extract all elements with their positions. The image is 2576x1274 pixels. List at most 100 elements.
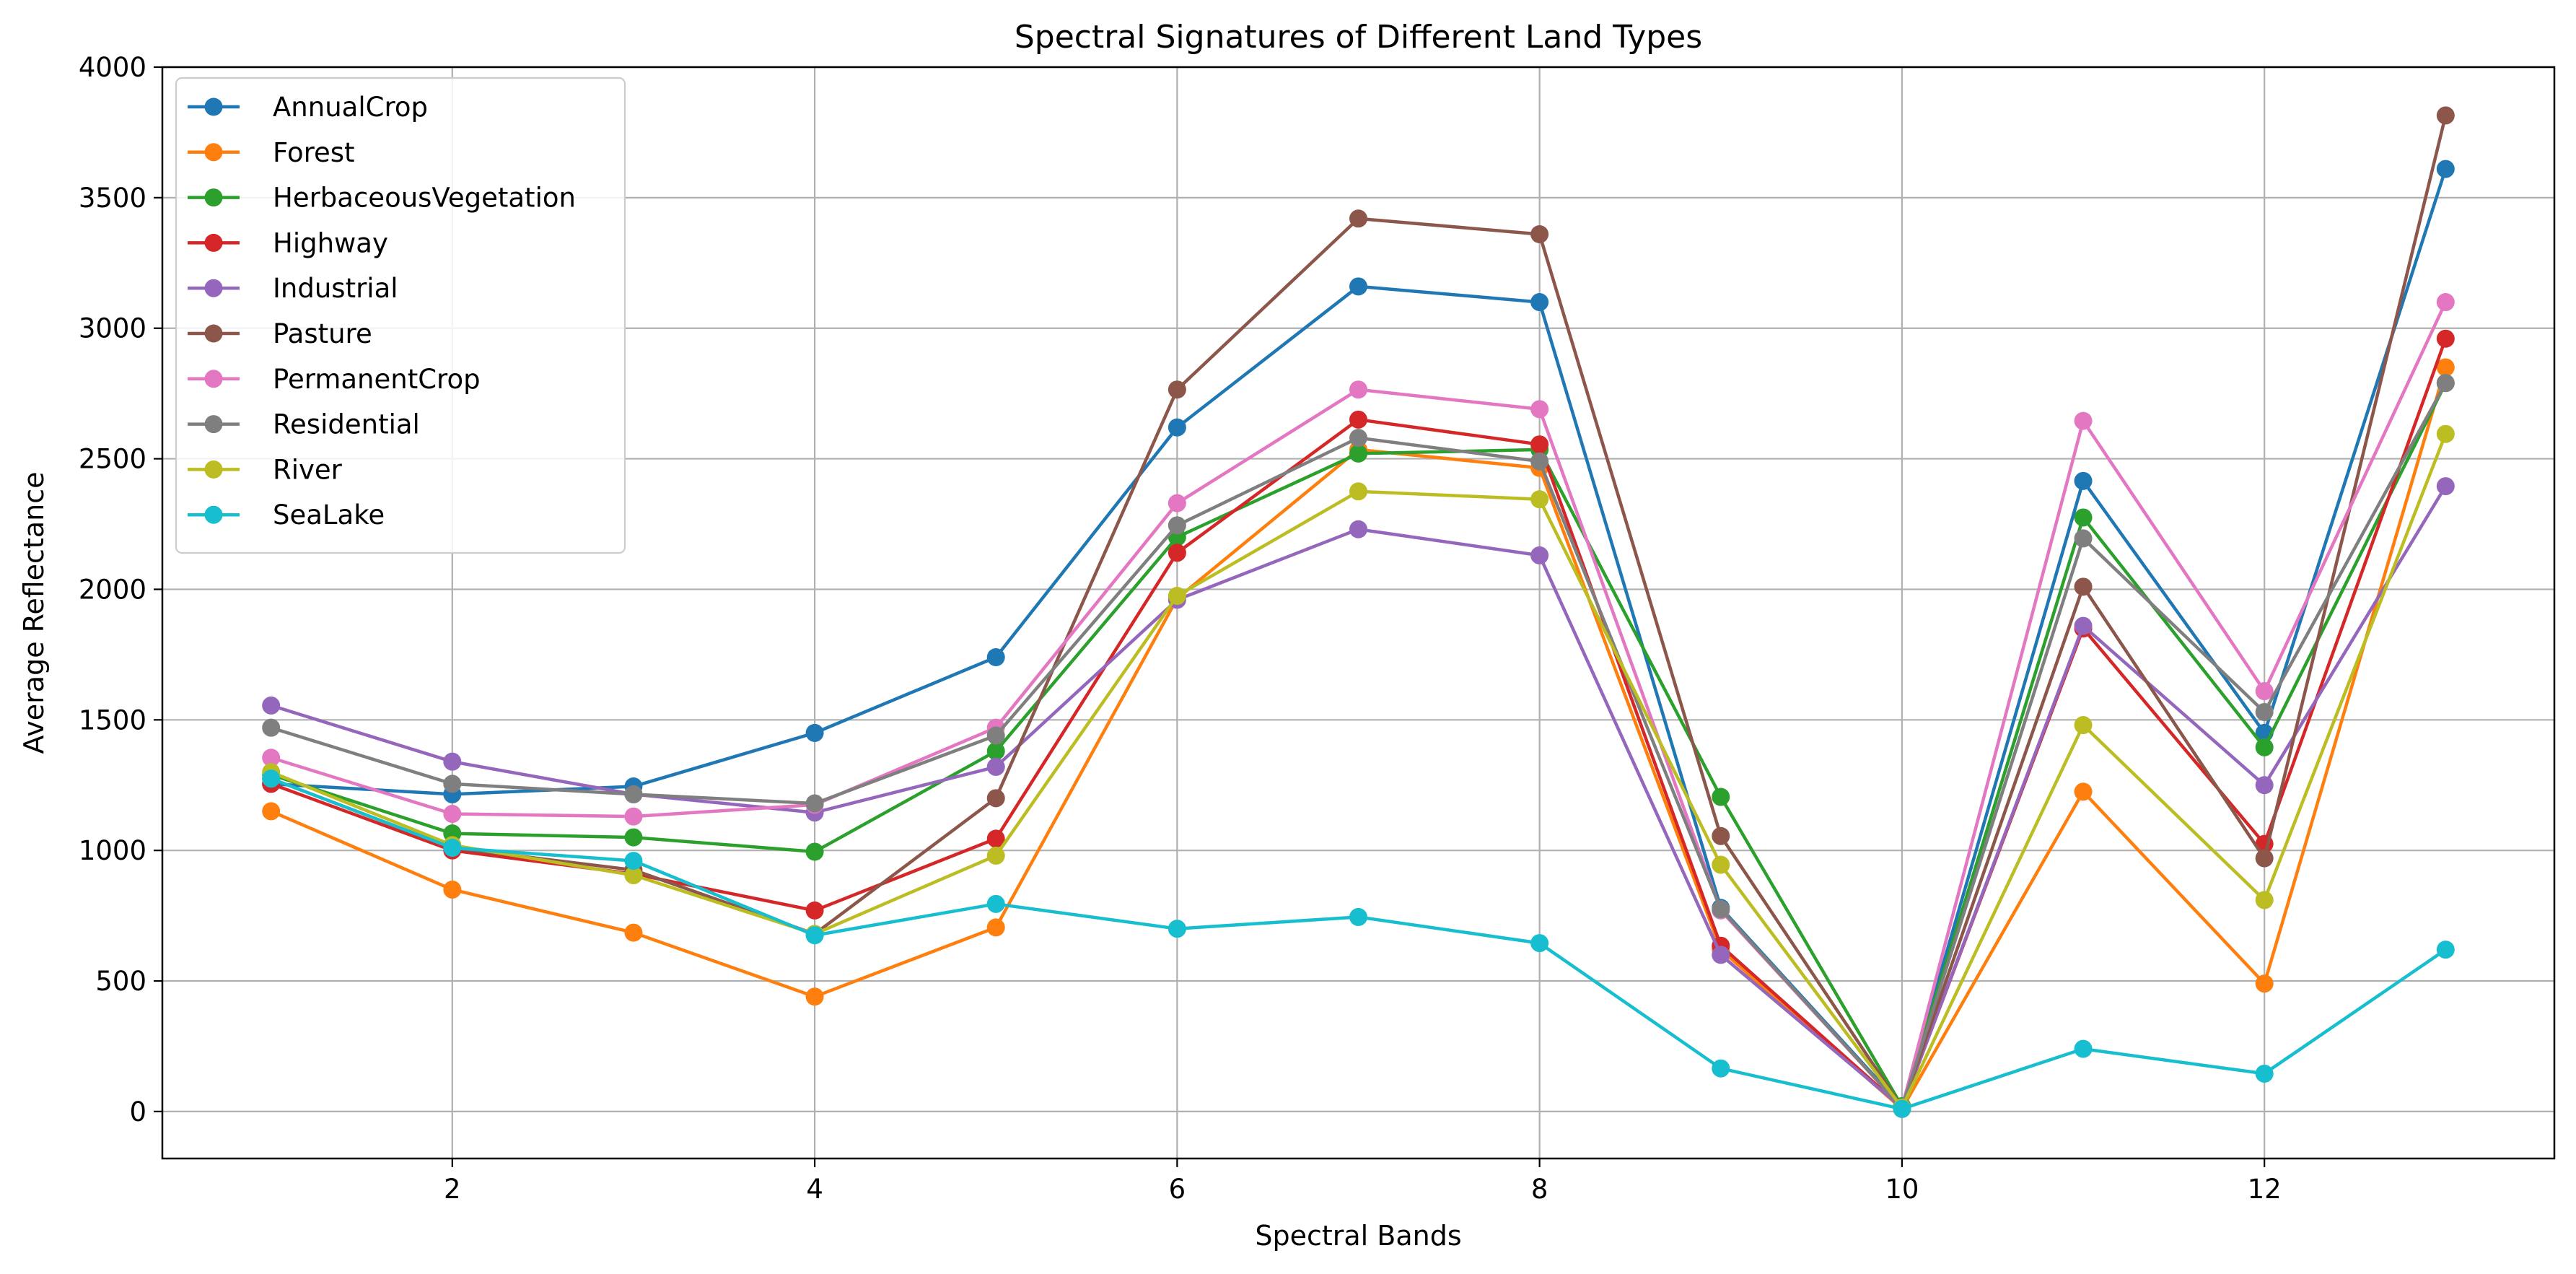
data-point: [2074, 471, 2093, 490]
data-point: [1530, 435, 1549, 454]
y-tick-label: 1500: [79, 704, 146, 736]
data-point: [443, 805, 462, 824]
y-tick-label: 3500: [79, 183, 146, 214]
legend-label: Residential: [273, 409, 420, 440]
data-point: [1349, 277, 1367, 296]
data-point: [986, 647, 1005, 666]
data-point: [805, 723, 824, 742]
data-point: [986, 846, 1005, 865]
data-point: [2436, 374, 2455, 393]
legend-marker: [204, 143, 223, 162]
x-tick-label: 12: [2248, 1174, 2282, 1205]
x-tick-label: 2: [444, 1174, 461, 1205]
legend-marker: [204, 97, 223, 116]
data-point: [986, 894, 1005, 913]
data-point: [1349, 444, 1367, 463]
data-point: [805, 926, 824, 945]
data-point: [2436, 329, 2455, 348]
legend-marker: [204, 415, 223, 434]
data-point: [2074, 508, 2093, 527]
legend-marker: [204, 188, 223, 207]
data-point: [262, 696, 281, 715]
legend-item: Highway: [188, 227, 388, 258]
data-point: [2074, 782, 2093, 801]
data-point: [2255, 974, 2274, 993]
data-point: [986, 726, 1005, 745]
legend-item: Industrial: [188, 273, 398, 304]
legend-item: HerbaceousVegetation: [188, 183, 576, 214]
x-tick-label: 10: [1885, 1174, 1919, 1205]
legend-label: River: [273, 454, 343, 485]
data-point: [2255, 891, 2274, 909]
data-point: [2255, 738, 2274, 756]
legend-box: [175, 77, 626, 554]
data-point: [1530, 400, 1549, 419]
data-point: [443, 839, 462, 858]
data-point: [1349, 209, 1367, 228]
legend-label: HerbaceousVegetation: [273, 183, 576, 214]
data-point: [2255, 1064, 2274, 1083]
legend-item: PermanentCrop: [188, 364, 481, 395]
data-point: [2255, 776, 2274, 795]
chart-title: Spectral Signatures of Different Land Ty…: [1015, 19, 1702, 56]
legend-item: River: [188, 454, 343, 485]
tick-layer: 2 4 6 8 10 12 0 500 1000 1500 2000 2500 3000 3500 4000: [79, 52, 2282, 1205]
legend-label: Pasture: [273, 318, 372, 349]
data-point: [805, 794, 824, 813]
data-point: [1530, 934, 1549, 953]
data-point: [1167, 494, 1186, 512]
data-point: [2074, 411, 2093, 430]
y-tick-label: 4000: [79, 52, 146, 83]
data-point: [443, 880, 462, 899]
data-point: [262, 718, 281, 737]
y-tick-label: 2000: [79, 574, 146, 605]
data-point: [2436, 941, 2455, 959]
data-point: [1712, 787, 1730, 806]
data-point: [1167, 516, 1186, 535]
legend-marker: [204, 370, 223, 388]
data-point: [1349, 410, 1367, 429]
data-point: [1349, 482, 1367, 501]
data-point: [2074, 529, 2093, 548]
plot-frame: [161, 66, 2556, 1160]
data-point: [2074, 1039, 2093, 1058]
data-point: [1530, 293, 1549, 312]
data-point: [2074, 716, 2093, 735]
data-point: [262, 769, 281, 788]
legend-marker: [204, 324, 223, 343]
data-point: [624, 828, 643, 847]
data-point: [1349, 429, 1367, 448]
y-axis-label: Average Reflectance: [18, 472, 50, 754]
legend: AnnualCrop Forest HerbaceousVegetation High…: [175, 77, 626, 554]
data-point: [624, 807, 643, 826]
x-axis-label: Spectral Bands: [1255, 1220, 1461, 1252]
data-point: [805, 842, 824, 861]
data-point: [1167, 418, 1186, 437]
series-layer: [262, 106, 2455, 1118]
data-point: [262, 802, 281, 821]
legend-marker: [204, 279, 223, 297]
data-point: [1530, 490, 1549, 509]
data-point: [2074, 616, 2093, 635]
data-point: [624, 852, 643, 871]
data-point: [1712, 900, 1730, 919]
data-point: [1349, 380, 1367, 399]
data-point: [2255, 702, 2274, 721]
x-tick-label: 6: [1169, 1174, 1186, 1205]
data-point: [2436, 293, 2455, 312]
data-point: [2255, 849, 2274, 868]
data-point: [2436, 106, 2455, 125]
data-point: [443, 775, 462, 793]
data-point: [986, 829, 1005, 848]
legend-label: SeaLake: [273, 499, 385, 531]
data-point: [986, 757, 1005, 776]
y-tick-label: 500: [95, 966, 146, 997]
data-point: [1167, 544, 1186, 562]
data-point: [2436, 160, 2455, 178]
legend-label: Forest: [273, 137, 355, 168]
data-point: [1712, 1059, 1730, 1078]
data-point: [1530, 452, 1549, 471]
legend-marker: [204, 505, 223, 524]
legend-item: Forest: [188, 137, 355, 168]
